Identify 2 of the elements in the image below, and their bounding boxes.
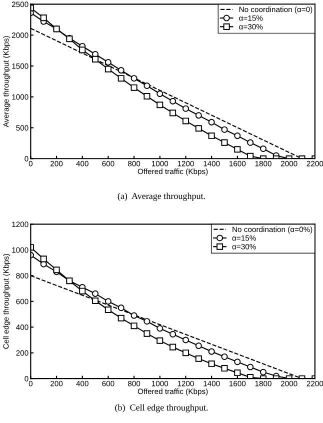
text: (b) Cell edge throughput. [115, 404, 208, 412]
text: (a) Average throughput. [118, 192, 205, 201]
